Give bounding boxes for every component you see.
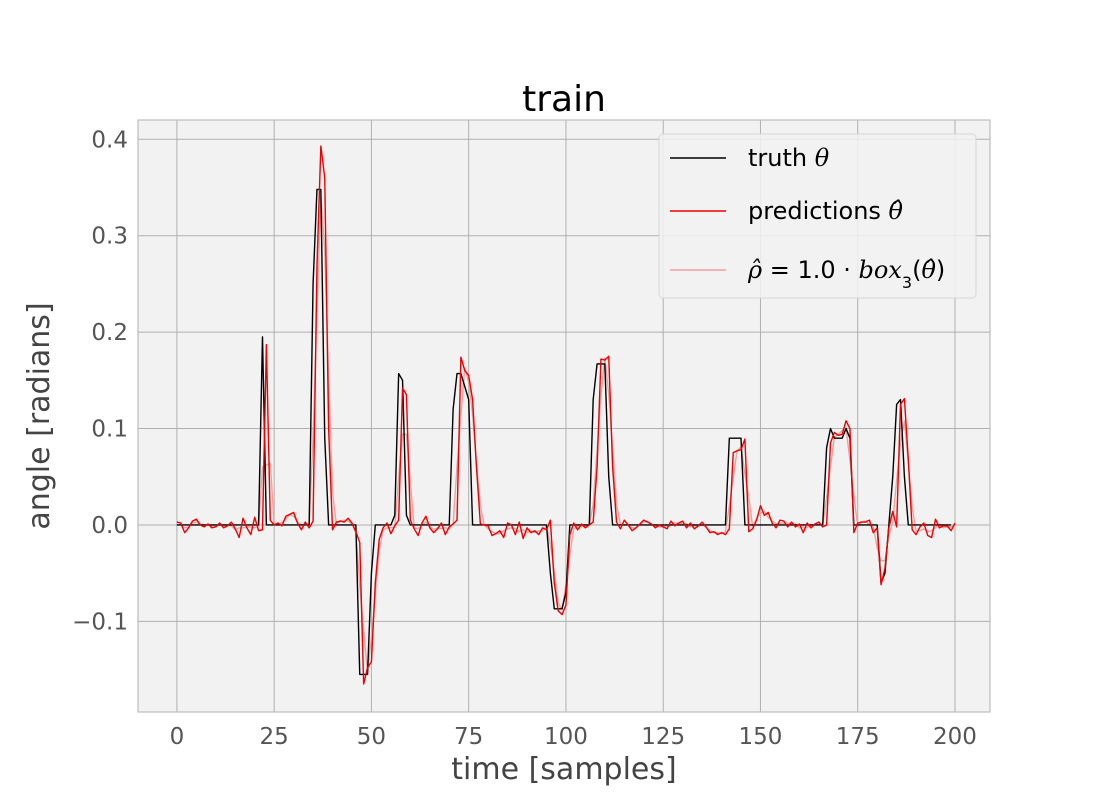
x-tick-label: 0 — [170, 724, 185, 750]
series-line-1 — [176, 145, 956, 685]
legend-label-rho-theta: θ̂ — [921, 256, 936, 284]
x-tick-label: 50 — [357, 724, 386, 750]
x-tick-label: 175 — [836, 724, 880, 750]
x-axis-label: time [samples] — [451, 752, 676, 787]
legend-label-truth-symbol: θ — [815, 144, 830, 172]
legend-label-predictions-text: predictions — [748, 197, 889, 225]
legend-label-rho-paren-close: ) — [936, 256, 945, 284]
y-tick-label: 0.3 — [91, 224, 128, 250]
legend-label-rho-box: box — [859, 256, 903, 284]
tick-labels: 0 25 50 75 100 125 150 175 200 −0.1 0.0 0.1 0.2 0.3 0.… — [72, 127, 977, 750]
x-tick-label: 75 — [454, 724, 483, 750]
plot-border — [137, 119, 991, 713]
legend-label-rho-paren-open: ( — [912, 256, 921, 284]
legend-label-rho: ρ̂ = 1.0 · box3(θ̂) — [747, 256, 945, 292]
y-tick-label: 0.2 — [91, 320, 128, 346]
chart-title: train — [522, 79, 606, 120]
legend-label-truth: truth θ — [748, 144, 830, 172]
legend-label-predictions-symbol: θ̂ — [889, 197, 904, 225]
legend-label-predictions: predictions θ̂ — [748, 197, 904, 225]
y-tick-label: −0.1 — [72, 609, 128, 635]
series-lines — [176, 145, 956, 685]
x-tick-label: 25 — [260, 724, 289, 750]
y-axis-label: angle [radians] — [22, 302, 57, 529]
x-tick-label: 150 — [739, 724, 783, 750]
legend-label-rho-symbol: ρ̂ — [747, 256, 762, 284]
legend-box — [658, 133, 977, 299]
x-tick-label: 200 — [933, 724, 977, 750]
y-tick-label: 0.0 — [91, 513, 128, 539]
legend-label-truth-text: truth — [748, 144, 815, 172]
legend: truth θ predictions θ̂ ρ̂ = 1.0 · box3(θ… — [658, 133, 977, 299]
x-tick-label: 125 — [641, 724, 685, 750]
y-tick-label: 0.1 — [91, 417, 128, 443]
legend-label-rho-subscript: 3 — [902, 273, 912, 292]
legend-label-rho-eq: = 1.0 · — [762, 256, 858, 284]
x-tick-label: 100 — [544, 724, 588, 750]
y-tick-label: 0.4 — [91, 127, 128, 153]
